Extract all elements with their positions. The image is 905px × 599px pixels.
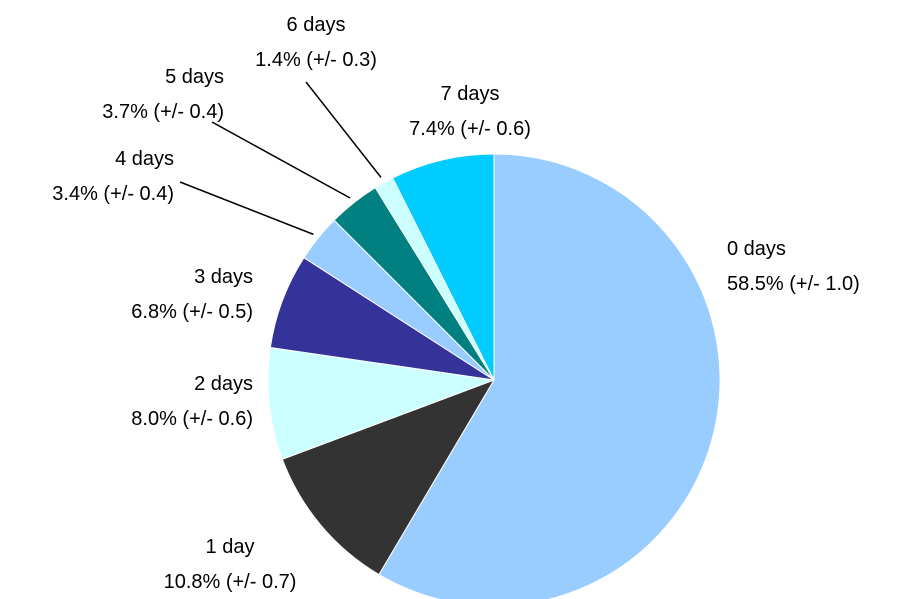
slice-label-4-days: 4 days 3.4% (+/- 0.4): [52, 148, 174, 205]
slice-label-2-days: 2 days 8.0% (+/- 0.6): [131, 373, 253, 430]
slice-value-4-days: 3.4% (+/- 0.4): [52, 183, 174, 205]
pie-slice-0-days: [378, 153, 721, 599]
slice-label-5-days: 5 days 3.7% (+/- 0.4): [102, 66, 224, 123]
slice-value-1-day: 10.8% (+/- 0.7): [164, 571, 297, 593]
slice-label-3-days: 3 days 6.8% (+/- 0.5): [131, 266, 253, 323]
slice-name-3-days: 3 days: [194, 266, 253, 288]
slice-name-4-days: 4 days: [115, 148, 174, 170]
slice-label-6-days: 6 days 1.4% (+/- 0.3): [255, 14, 377, 71]
slice-label-7-days: 7 days 7.4% (+/- 0.6): [409, 83, 531, 140]
leader-lines: [179, 81, 382, 236]
slice-name-6-days: 6 days: [287, 14, 346, 36]
pie-slice-7-days: [391, 153, 495, 381]
pie-slice-2-days: [267, 346, 495, 460]
leader-line-4-days: [179, 181, 314, 236]
leader-line-5-days: [211, 121, 351, 199]
slice-value-7-days: 7.4% (+/- 0.6): [409, 118, 531, 140]
slice-label-0-days: 0 days 58.5% (+/- 1.0): [727, 238, 860, 295]
slice-name-2-days: 2 days: [194, 373, 253, 395]
slice-name-7-days: 7 days: [441, 83, 500, 105]
slice-label-1-day: 1 day 10.8% (+/- 0.7): [164, 536, 297, 593]
slice-value-2-days: 8.0% (+/- 0.6): [131, 408, 253, 430]
leader-line-6-days: [305, 81, 382, 178]
slice-name-1-day: 1 day: [206, 536, 255, 558]
slice-name-5-days: 5 days: [165, 66, 224, 88]
slice-value-3-days: 6.8% (+/- 0.5): [131, 301, 253, 323]
pie-slices: [267, 153, 721, 599]
slice-value-0-days: 58.5% (+/- 1.0): [727, 273, 860, 295]
pie-slice-1-day: [281, 379, 496, 576]
slice-value-5-days: 3.7% (+/- 0.4): [102, 101, 224, 123]
slice-value-6-days: 1.4% (+/- 0.3): [255, 49, 377, 71]
slice-name-0-days: 0 days: [727, 238, 786, 260]
